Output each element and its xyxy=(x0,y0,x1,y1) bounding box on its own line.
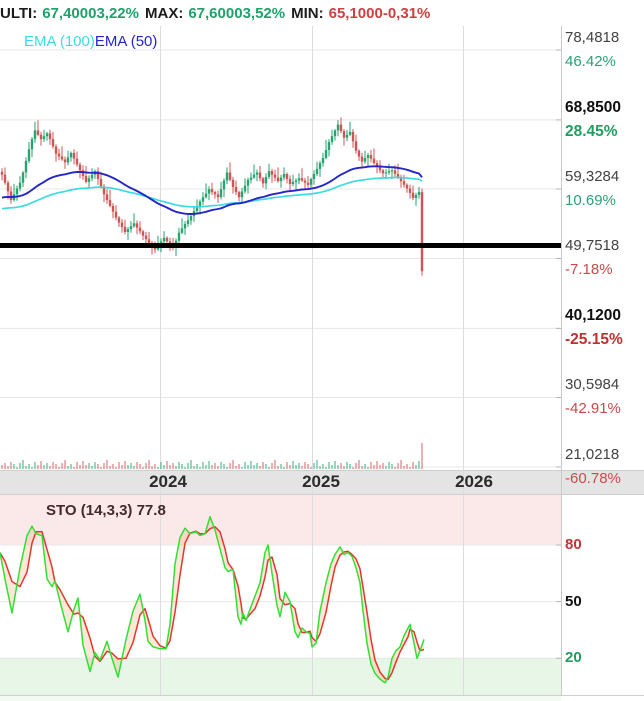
sto-bottom-strip xyxy=(0,695,561,701)
quote-min-value: 65,1000 xyxy=(328,4,383,22)
quote-max-value: 67,6000 xyxy=(188,4,243,22)
quote-last-label: ULTI: xyxy=(0,4,38,22)
quote-max-pct: 3,52% xyxy=(242,4,286,22)
time-axis-strip xyxy=(0,470,644,494)
quote-min-pct: -0,31% xyxy=(382,4,431,22)
quote-min-label: MIN: xyxy=(291,4,324,22)
quote-last-pct: 3,22% xyxy=(96,4,139,22)
gridlines-layer xyxy=(0,26,562,695)
ema50-line xyxy=(1,165,423,215)
candles-layer xyxy=(0,117,424,276)
quote-bar: ULTI: 67,4000 3,22% MAX: 67,6000 3,52% M… xyxy=(0,0,644,26)
sto-k-line xyxy=(0,515,425,684)
quote-min: MIN: 65,1000 -0,31% xyxy=(291,5,430,22)
sto-d-line xyxy=(0,526,425,681)
quote-last: ULTI: 67,4000 3,22% xyxy=(0,5,139,22)
ema100-legend-label[interactable]: EMA (100) xyxy=(24,33,95,50)
ema100-line xyxy=(1,176,423,210)
quote-max-label: MAX: xyxy=(145,4,184,22)
sto-oversold-band xyxy=(0,658,561,695)
quote-max: MAX: 67,6000 3,52% xyxy=(145,5,285,22)
volume-layer xyxy=(1,443,423,469)
indicator-legend: EMA (100)EMA (50) xyxy=(24,33,157,50)
quote-last-value: 67,4000 xyxy=(42,4,97,22)
sto-overbought-band xyxy=(0,494,561,546)
stochastic-indicator-label[interactable]: STO (14,3,3) 77.8 xyxy=(46,502,166,519)
ema50-legend-label[interactable]: EMA (50) xyxy=(94,33,158,50)
